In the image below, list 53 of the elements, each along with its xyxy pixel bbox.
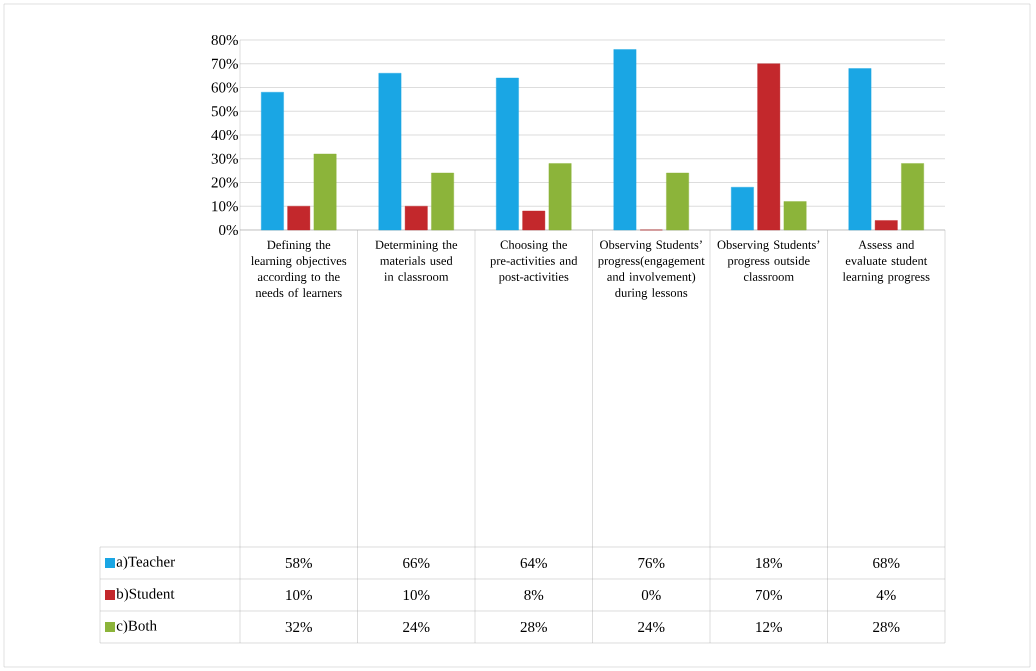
y-tick-label: 80%	[211, 34, 238, 46]
data-label: 8%	[524, 589, 544, 601]
y-tick-label: 70%	[211, 58, 238, 69]
data-label: 28%	[873, 621, 900, 633]
x-tick-label: Observing Students’ progress outside classroom	[717, 240, 820, 281]
bar	[874, 220, 898, 231]
data-label: 4%	[876, 589, 896, 601]
legend-label: a)Teacher	[116, 556, 175, 570]
data-label: 58%	[285, 557, 312, 569]
legend-label: c)Both	[116, 620, 157, 634]
data-label: 68%	[873, 557, 900, 569]
bar	[613, 49, 637, 231]
bar	[313, 153, 337, 231]
data-label: 12%	[756, 621, 782, 633]
x-tick-label: Determining the materials used in classroom	[375, 240, 458, 281]
bar	[261, 92, 284, 231]
data-label: 76%	[638, 557, 665, 569]
bar	[496, 77, 519, 231]
y-tick-label: 10%	[212, 201, 238, 212]
data-label: 64%	[520, 557, 547, 569]
bar	[666, 172, 689, 231]
bar	[378, 73, 402, 231]
x-tick-label: Defining the learning objectives according to the needs of learners	[251, 240, 347, 298]
data-label: 28%	[520, 621, 547, 633]
bar	[431, 172, 454, 231]
data-label: 32%	[285, 621, 312, 633]
bar	[731, 187, 754, 231]
data-label: 0%	[641, 589, 661, 601]
x-tick-label: Choosing the pre-activities and post-activities	[490, 240, 578, 284]
bar	[848, 68, 872, 231]
bar	[783, 201, 807, 231]
bar	[548, 163, 572, 231]
data-label: 66%	[403, 557, 430, 569]
y-tick-label: 20%	[211, 177, 238, 188]
data-label: 10%	[286, 589, 312, 601]
y-tick-label: 50%	[211, 106, 238, 117]
data-label: 10%	[403, 589, 430, 601]
bar	[287, 206, 311, 231]
x-tick-label: Observing Students’ progress(engagement and involvement) during lessons	[598, 240, 705, 300]
bar	[404, 206, 428, 231]
y-tick-label: 0%	[219, 224, 238, 236]
data-label: 24%	[638, 621, 665, 633]
bar	[522, 210, 546, 231]
legend-label: b)Student	[116, 588, 175, 602]
bar	[757, 63, 781, 231]
y-tick-label: 40%	[211, 129, 238, 141]
x-tick-label: Assess and evaluate student learning progress	[842, 240, 930, 284]
y-tick-label: 60%	[211, 82, 238, 93]
bar	[901, 163, 924, 231]
data-label: 18%	[756, 557, 782, 569]
data-label: 70%	[755, 589, 782, 601]
y-tick-label: 30%	[211, 153, 238, 164]
data-label: 24%	[403, 621, 430, 633]
